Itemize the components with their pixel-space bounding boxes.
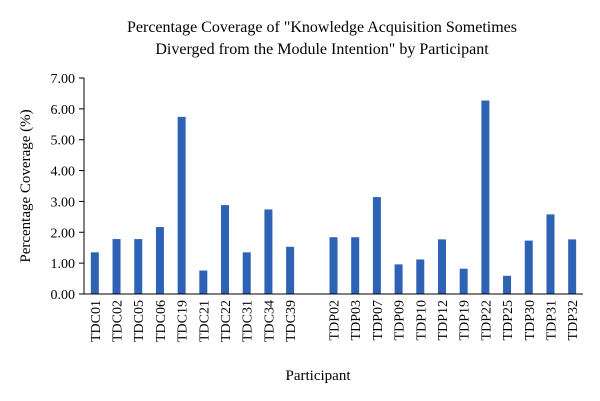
x-tick-label-tdc01: TDC01 [89,300,104,342]
y-tick-label: 1.00 [51,257,76,272]
bar-tdp02 [329,237,338,294]
bars-group [90,100,577,294]
y-tick-label: 5.00 [51,134,76,149]
x-tick-label-tdp30: TDP30 [523,300,538,340]
bar-tdc21 [199,270,208,294]
x-tick-label-tdc19: TDC19 [176,300,191,342]
bar-tdp03 [351,237,360,294]
y-axis-label: Percentage Coverage (%) [18,109,34,262]
bar-tdp25 [503,275,512,294]
x-tick-label-tdp25: TDP25 [501,300,516,340]
bar-tdc05 [134,239,143,294]
x-tick-label-tdp02: TDP02 [328,300,343,340]
x-tick-label-tdc06: TDC06 [154,300,169,342]
bar-tdp07 [372,197,381,294]
x-tick-label-tdp32: TDP32 [566,300,581,340]
x-tick-label-tdc21: TDC21 [197,300,212,342]
y-tick-label: 0.00 [51,288,76,303]
x-tick-label-tdp12: TDP12 [436,300,451,340]
bar-tdp22 [481,100,490,294]
bar-tdp12 [437,239,446,294]
x-tick-label-tdp09: TDP09 [393,300,408,340]
x-tick-label-tdc02: TDC02 [111,300,126,342]
x-tick-label-tdp31: TDP31 [544,300,559,340]
y-tick-label: 4.00 [51,165,76,180]
bar-tdc34 [264,209,273,294]
x-tick-label-tdp07: TDP07 [371,300,386,340]
y-tick-label: 2.00 [51,226,76,241]
bar-tdp09 [394,264,403,294]
bar-tdc01 [90,252,99,294]
bar-tdp32 [568,239,577,294]
x-axis-ticks: TDC01 TDC02 TDC05 TDC06 TDC19 TDC21 TDC22 TDC31… [89,300,581,342]
bar-tdc02 [112,239,121,294]
chart-title-line-1: Percentage Coverage of "Knowledge Acquis… [127,19,517,36]
chart-title-line-2: Diverged from the Module Intention" by P… [155,41,489,58]
x-tick-label-tdc31: TDC31 [241,300,256,342]
y-axis-ticks: 0.00 1.00 2.00 3.00 4.00 5.00 6.00 7.00 [51,72,84,303]
bar-tdp31 [546,214,555,294]
y-tick-label: 7.00 [51,72,76,87]
bar-tdc19 [177,116,186,294]
bar-tdc31 [242,252,251,294]
bar-tdc39 [286,246,295,294]
x-tick-label-tdp10: TDP10 [414,300,429,340]
y-tick-label: 6.00 [51,103,76,118]
y-tick-label: 3.00 [51,195,76,210]
x-tick-label-tdc34: TDC34 [262,300,277,342]
x-tick-label-tdc22: TDC22 [219,300,234,342]
x-tick-label-tdp03: TDP03 [349,300,364,340]
bar-tdp19 [459,268,468,294]
x-tick-label-tdc39: TDC39 [284,300,299,342]
bar-tdc06 [155,227,164,294]
x-tick-label-tdc05: TDC05 [132,300,147,342]
x-tick-label-tdp19: TDP19 [458,300,473,340]
bar-tdc22 [221,205,230,294]
x-tick-label-tdp22: TDP22 [479,300,494,340]
x-axis-label: Participant [286,368,352,384]
bar-tdp30 [524,240,533,294]
bar-tdp10 [416,259,425,294]
